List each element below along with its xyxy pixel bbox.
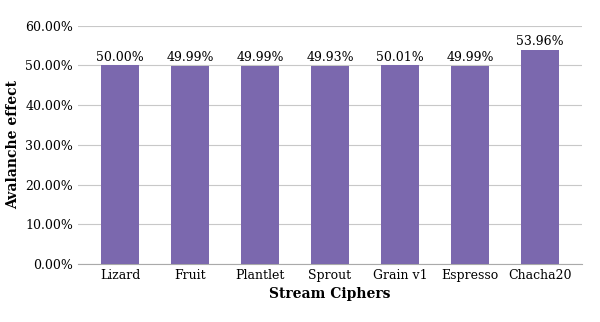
- Text: 49.99%: 49.99%: [236, 51, 284, 64]
- Text: 49.99%: 49.99%: [166, 51, 214, 64]
- Text: 49.93%: 49.93%: [306, 51, 354, 64]
- Text: 50.00%: 50.00%: [96, 51, 144, 64]
- Text: 50.01%: 50.01%: [376, 51, 424, 64]
- Bar: [451, 65, 489, 264]
- Bar: [521, 50, 559, 264]
- Bar: [381, 65, 419, 264]
- Y-axis label: Avalanche effect: Avalanche effect: [6, 80, 20, 209]
- Text: 49.99%: 49.99%: [446, 51, 494, 64]
- Bar: [101, 65, 139, 264]
- X-axis label: Stream Ciphers: Stream Ciphers: [269, 288, 391, 301]
- Bar: [241, 65, 279, 264]
- Bar: [311, 66, 349, 264]
- Bar: [171, 65, 209, 264]
- Text: 53.96%: 53.96%: [516, 35, 564, 48]
